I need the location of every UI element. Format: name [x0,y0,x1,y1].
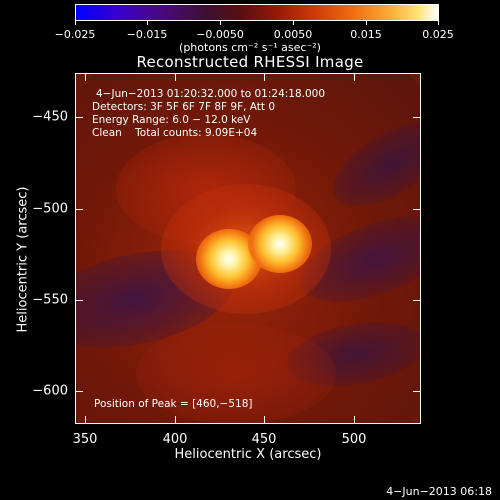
colorbar-tick-mark [438,21,439,25]
rhessi-image [75,73,421,424]
colorbar-tick-label: −0.025 [54,28,96,41]
y-tick-label: −500 [32,201,68,217]
y-tick-label: −450 [32,109,68,125]
x-tick [354,416,355,424]
colorbar [75,4,439,21]
x-tick-label: 500 [341,432,367,447]
plot-title: Reconstructed RHESSI Image [136,53,364,71]
x-tick-label: 400 [162,432,188,447]
y-tick [75,209,83,210]
x-tick [85,73,86,81]
x-tick [175,73,176,81]
colorbar-tick-label: −0.0050 [196,28,244,41]
colorbar-tick-label: 0.025 [422,28,454,41]
y-tick [413,117,421,118]
y-tick [75,391,83,392]
y-tick-label: −550 [32,292,68,308]
y-tick [413,209,421,210]
colorbar-tick-label: 0.015 [350,28,382,41]
y-tick [75,300,83,301]
y-axis-label: Heliocentric Y (arcsec) [15,186,31,333]
x-tick-label: 450 [251,432,277,447]
detectors-info: Detectors: 3F 5F 6F 7F 8F 9F, Att 0 [92,101,276,113]
bright-region [136,324,336,423]
colorbar-tick-label: 0.0050 [273,28,313,41]
plot-timestamp: 4−Jun−2013 06:18 [386,485,492,498]
y-tick-label: −600 [32,383,68,399]
colorbar-tick-mark [75,21,76,25]
x-tick [85,416,86,424]
colorbar-tick-mark [220,21,221,25]
y-tick [75,117,83,118]
clean-info: Clean Total counts: 9.09E+04 [92,127,258,139]
time-range: 4−Jun−2013 01:20:32.000 to 01:24:18.000 [96,88,326,100]
colorbar-tick-mark [293,21,294,25]
y-tick [413,300,421,301]
colorbar-tick-label: −0.015 [126,28,168,41]
y-tick [413,391,421,392]
x-tick-label: 350 [72,432,98,447]
x-tick [264,73,265,81]
x-tick [264,416,265,424]
colorbar-tick-mark [147,21,148,25]
x-tick [175,416,176,424]
x-axis-label: Heliocentric X (arcsec) [174,447,322,462]
flare-source-right [248,215,312,273]
energy-range-info: Energy Range: 6.0 − 12.0 keV [92,114,251,126]
x-tick [354,73,355,81]
peak-position: Position of Peak = [460,−518] [94,398,253,410]
colorbar-tick-mark [366,21,367,25]
colorbar-unit: (photons cm⁻² s⁻¹ asec⁻²) [179,41,321,54]
